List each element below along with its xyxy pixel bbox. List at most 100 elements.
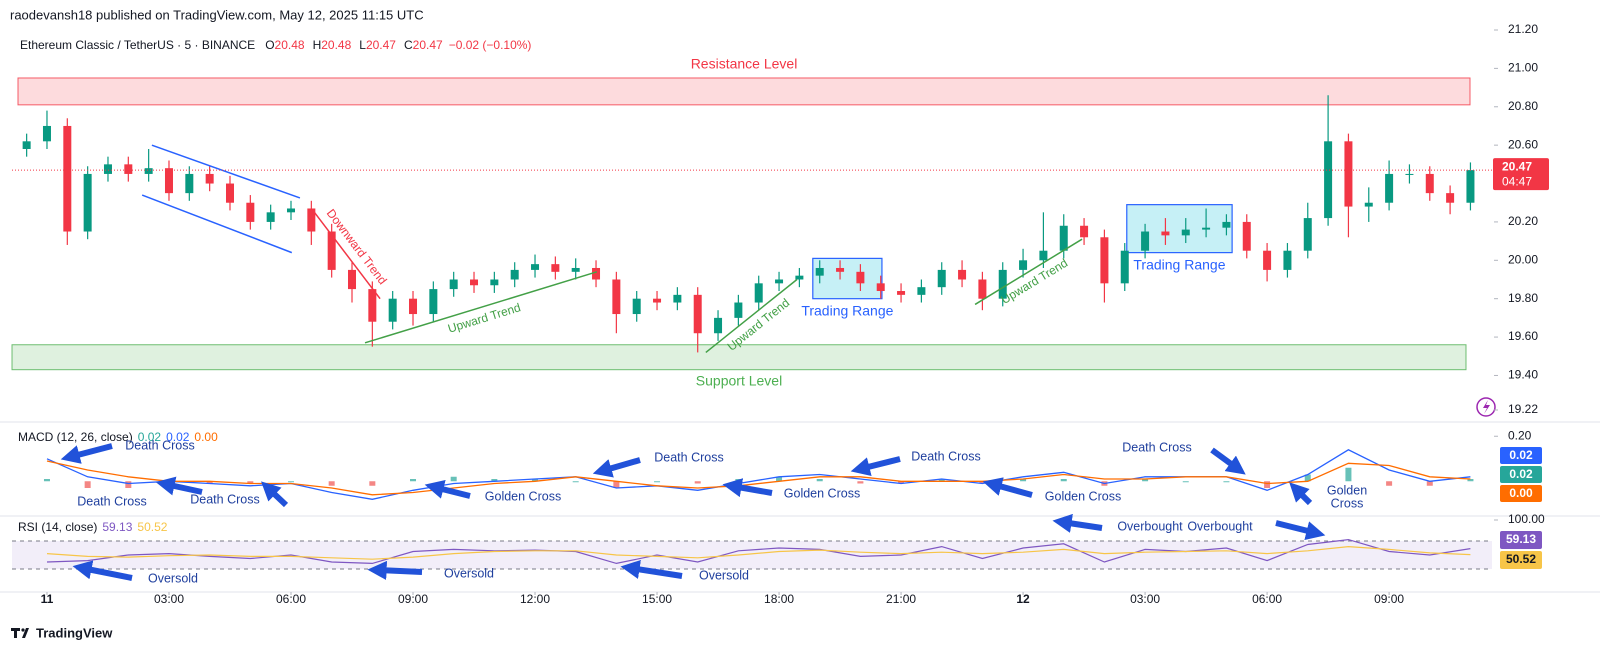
histogram-bar bbox=[43, 479, 50, 482]
legend-value: 50.52 bbox=[137, 520, 167, 534]
histogram-bar bbox=[84, 481, 91, 488]
candle-body bbox=[266, 212, 275, 222]
candle-body bbox=[551, 264, 560, 272]
histogram-bar bbox=[206, 481, 213, 484]
trend-line bbox=[141, 194, 293, 254]
legend-value: 0.02 bbox=[166, 430, 190, 444]
trend-line bbox=[151, 144, 301, 199]
y-tick-label: 19.40 bbox=[1508, 368, 1538, 382]
candle-body bbox=[1120, 250, 1129, 284]
candle-body bbox=[368, 289, 377, 322]
candle-body bbox=[470, 279, 479, 286]
candle-body bbox=[754, 283, 763, 303]
candle-body bbox=[998, 269, 1007, 299]
histogram-bar bbox=[735, 479, 742, 482]
x-tick-label: 18:00 bbox=[764, 592, 794, 606]
trend-line bbox=[705, 278, 798, 354]
indicator-line bbox=[46, 545, 1471, 560]
candle-body bbox=[1405, 173, 1414, 175]
histogram-bar bbox=[1345, 467, 1352, 482]
last-price-badge bbox=[1493, 158, 1549, 191]
histogram-bar bbox=[410, 479, 417, 482]
annotation-label: Overbought bbox=[1117, 519, 1183, 533]
annotation-arrow bbox=[982, 477, 1033, 498]
candle-body bbox=[531, 264, 540, 270]
candle-body bbox=[348, 269, 357, 290]
value-badge-label: 0.02 bbox=[1509, 467, 1533, 481]
candle-body bbox=[1161, 231, 1170, 236]
x-tick-label: 06:00 bbox=[276, 592, 306, 606]
trading-range bbox=[812, 257, 883, 300]
histogram-bar bbox=[491, 479, 498, 482]
candle-body bbox=[1344, 141, 1353, 207]
annotation-label: Golden bbox=[1327, 483, 1367, 497]
candle-body bbox=[307, 208, 316, 232]
legend-value: 0.02 bbox=[138, 430, 162, 444]
value-badge-label: 50.52 bbox=[1506, 552, 1536, 566]
candle-body bbox=[653, 298, 662, 303]
candle-body bbox=[958, 269, 967, 280]
legend-value: 20.48 bbox=[275, 38, 305, 52]
annotation-label: Death Cross bbox=[125, 438, 194, 452]
zone bbox=[11, 344, 1467, 371]
annotation-label: Golden Cross bbox=[485, 489, 561, 503]
annotation-arrow bbox=[261, 481, 289, 508]
candle-body bbox=[1303, 218, 1312, 251]
trading-range-label: Trading Range bbox=[1133, 256, 1225, 272]
legend-change: −0.02 (−0.10%) bbox=[449, 38, 532, 52]
annotation-arrow bbox=[850, 456, 901, 476]
histogram-bar bbox=[776, 476, 783, 482]
candle-body bbox=[490, 279, 499, 286]
candle-body bbox=[409, 298, 418, 315]
candle-body bbox=[937, 269, 946, 288]
candle-body bbox=[1202, 227, 1211, 230]
candle-body bbox=[815, 267, 824, 276]
trend-line bbox=[312, 209, 381, 300]
alert-icon[interactable] bbox=[1476, 397, 1496, 417]
histogram-bar bbox=[247, 481, 254, 484]
y-tick-label: 19.22 bbox=[1508, 402, 1538, 416]
candle-body bbox=[1466, 170, 1475, 203]
candle-body bbox=[1080, 225, 1089, 238]
publisher-note: raodevansh18 published on TradingView.co… bbox=[10, 7, 424, 22]
annotation-label: Death Cross bbox=[190, 492, 259, 506]
candle-body bbox=[612, 279, 621, 315]
candle-body bbox=[327, 231, 336, 270]
annotation-arrow bbox=[424, 480, 471, 499]
histogram-bar bbox=[572, 481, 579, 483]
histogram-bar bbox=[287, 481, 294, 483]
indicator-line bbox=[46, 460, 1471, 496]
candle-body bbox=[388, 298, 397, 322]
legend: MACD (12, 26, close) 0.02 0.02 0.00 bbox=[18, 430, 218, 444]
annotation-arrow bbox=[722, 478, 773, 498]
annotation-arrow bbox=[1210, 447, 1246, 475]
candle-body bbox=[775, 279, 784, 284]
candle-body bbox=[1141, 231, 1150, 251]
histogram-bar bbox=[694, 481, 701, 484]
histogram-bar bbox=[1386, 481, 1393, 486]
annotation-label: Oversold bbox=[148, 571, 198, 585]
candle-body bbox=[1283, 250, 1292, 270]
x-tick-label: 12 bbox=[1016, 592, 1030, 606]
legend: RSI (14, close) 59.13 50.52 bbox=[18, 520, 168, 534]
candle-body bbox=[1019, 260, 1028, 270]
y-tick-label: 21.00 bbox=[1508, 61, 1538, 75]
legend-value: 20.47 bbox=[366, 38, 396, 52]
candle-body bbox=[510, 269, 519, 280]
legend-letter: C bbox=[404, 38, 413, 52]
annotation-label: Death Cross bbox=[77, 494, 146, 508]
candle-body bbox=[124, 164, 133, 174]
annotation-label: Oversold bbox=[699, 568, 749, 582]
value-badge-label: 59.13 bbox=[1506, 532, 1536, 546]
y-tick-label: 20.20 bbox=[1508, 214, 1538, 228]
candle-body bbox=[1181, 229, 1190, 236]
candle-body bbox=[1446, 193, 1455, 203]
trend-line bbox=[974, 238, 1083, 306]
legend-value: 0.00 bbox=[194, 430, 218, 444]
y-tick-label: 100.00 bbox=[1508, 512, 1545, 526]
zone bbox=[17, 77, 1471, 106]
legend-title: MACD (12, 26, close) bbox=[18, 430, 133, 444]
x-tick-label: 09:00 bbox=[1374, 592, 1404, 606]
candle-body bbox=[1263, 250, 1272, 270]
